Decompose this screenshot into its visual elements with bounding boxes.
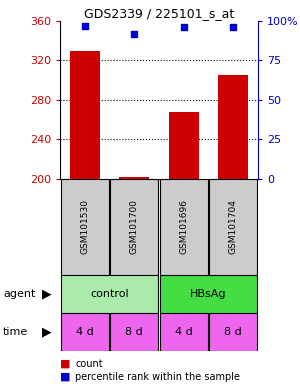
Point bbox=[231, 24, 236, 30]
Text: percentile rank within the sample: percentile rank within the sample bbox=[75, 372, 240, 382]
Bar bbox=[110, 179, 158, 275]
Bar bbox=[61, 275, 158, 313]
Title: GDS2339 / 225101_s_at: GDS2339 / 225101_s_at bbox=[84, 7, 234, 20]
Bar bbox=[160, 179, 208, 275]
Text: ▶: ▶ bbox=[42, 287, 51, 300]
Text: GSM101530: GSM101530 bbox=[80, 199, 89, 254]
Bar bbox=[61, 179, 109, 275]
Text: 4 d: 4 d bbox=[175, 327, 193, 337]
Bar bbox=[160, 313, 208, 351]
Text: count: count bbox=[75, 359, 103, 369]
Text: 4 d: 4 d bbox=[76, 327, 94, 337]
Text: ■: ■ bbox=[60, 359, 70, 369]
Bar bbox=[70, 51, 100, 179]
Text: GSM101696: GSM101696 bbox=[179, 199, 188, 254]
Bar bbox=[61, 313, 109, 351]
Bar bbox=[218, 75, 248, 179]
Text: time: time bbox=[3, 327, 28, 337]
Bar bbox=[160, 275, 257, 313]
Text: GSM101700: GSM101700 bbox=[130, 199, 139, 254]
Bar bbox=[209, 179, 257, 275]
Bar bbox=[209, 313, 257, 351]
Point bbox=[132, 31, 137, 37]
Text: agent: agent bbox=[3, 289, 35, 299]
Point bbox=[82, 23, 87, 29]
Bar bbox=[169, 112, 199, 179]
Text: HBsAg: HBsAg bbox=[190, 289, 227, 299]
Bar bbox=[110, 313, 158, 351]
Text: 8 d: 8 d bbox=[125, 327, 143, 337]
Text: ■: ■ bbox=[60, 372, 70, 382]
Text: ▶: ▶ bbox=[42, 326, 51, 339]
Bar bbox=[119, 177, 149, 179]
Point bbox=[181, 24, 186, 30]
Text: GSM101704: GSM101704 bbox=[229, 199, 238, 254]
Text: 8 d: 8 d bbox=[224, 327, 242, 337]
Text: control: control bbox=[90, 289, 129, 299]
